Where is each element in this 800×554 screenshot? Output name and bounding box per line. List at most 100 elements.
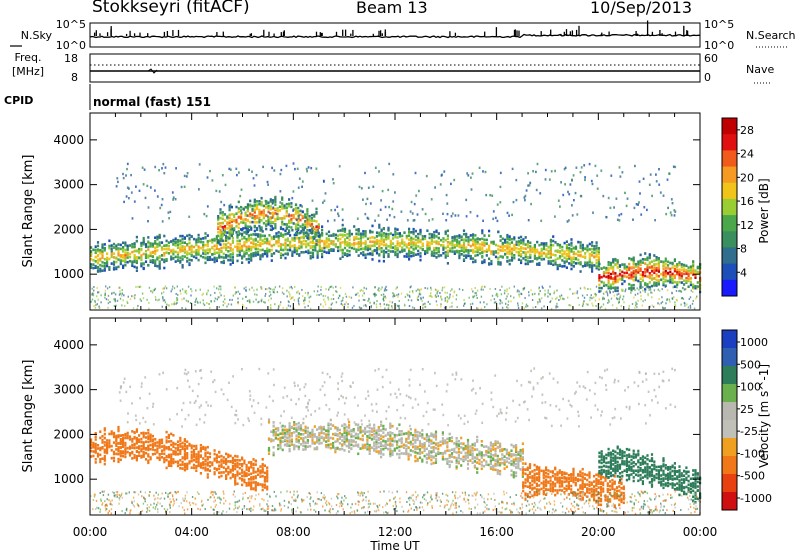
heatmap-cell [442,212,444,215]
heatmap-cell [676,270,679,274]
heatmap-cell [271,216,274,219]
heatmap-cell [387,255,390,258]
heatmap-cell [293,427,296,430]
heatmap-cell [664,274,667,278]
heatmap-cell [272,424,275,428]
heatmap-cell [383,296,385,299]
heatmap-cell [234,454,237,458]
heatmap-cell [122,264,125,268]
heatmap-cell [391,301,394,304]
heatmap-cell [128,252,132,256]
heatmap-cell [607,196,610,200]
heatmap-cell [151,448,154,451]
heatmap-cell [499,302,501,305]
heatmap-cell [261,287,263,290]
heatmap-cell [607,299,610,301]
heatmap-cell [386,218,388,221]
heatmap-cell [598,290,601,293]
heatmap-cell [176,246,180,250]
heatmap-cell [313,290,315,293]
heatmap-cell [112,252,116,255]
heatmap-cell [410,245,413,249]
heatmap-cell [523,287,525,290]
heatmap-cell [437,250,440,253]
heatmap-cell [435,242,438,245]
heatmap-cell [494,255,498,259]
heatmap-cell [556,296,558,299]
heatmap-cell [369,301,371,304]
heatmap-cell [345,431,348,434]
heatmap-cell [433,236,436,239]
heatmap-cell [558,255,562,258]
heatmap-cell [179,445,182,448]
heatmap-cell [329,423,332,426]
heatmap-cell [621,274,624,278]
heatmap-cell [306,208,309,211]
heatmap-cell [524,199,526,202]
heatmap-cell [408,227,411,231]
heatmap-cell [172,458,175,461]
heatmap-cell [167,247,170,251]
heatmap-cell [359,244,363,247]
heatmap-cell [233,227,236,230]
heatmap-cell [135,455,138,458]
heatmap-cell [653,266,656,270]
heatmap-cell [564,183,566,186]
heatmap-cell [520,261,523,265]
heatmap-cell [616,298,619,301]
heatmap-cell [522,288,525,291]
heatmap-cell [644,274,647,278]
heatmap-cell [163,172,166,175]
heatmap-cell [383,299,385,302]
heatmap-cell [410,299,413,302]
heatmap-cell [122,441,125,445]
heatmap-cell [591,270,594,273]
heatmap-cell [261,463,264,466]
heatmap-cell [179,234,182,238]
heatmap-cell [245,290,247,292]
heatmap-cell [220,285,222,288]
heatmap-cell [646,283,649,286]
heatmap-cell [467,254,470,257]
heatmap-cell [115,244,118,247]
heatmap-cell [103,462,106,466]
heatmap-cell [345,425,348,429]
heatmap-cell [192,466,196,470]
heatmap-cell [294,231,298,235]
heatmap-cell [230,230,233,234]
heatmap-cell [168,217,170,220]
heatmap-cell [474,259,477,262]
heatmap-cell [467,251,470,254]
heatmap-cell [281,205,284,208]
heatmap-cell [174,255,177,259]
heatmap-cell [94,450,97,454]
heatmap-cell [286,248,289,252]
heatmap-cell [648,276,651,280]
heatmap-cell [219,228,222,232]
heatmap-cell [295,236,299,240]
heatmap-cell [298,253,301,256]
heatmap-cell [401,234,404,238]
heatmap-cell [140,437,143,441]
heatmap-cell [419,293,422,296]
heatmap-cell [552,263,555,267]
heatmap-cell [334,426,337,429]
heatmap-cell [304,223,307,226]
heatmap-cell [485,248,488,252]
heatmap-cell [433,233,436,237]
heatmap-cell [343,243,347,246]
heatmap-cell [125,195,128,198]
heatmap-cell [334,450,337,454]
heatmap-cell [270,252,273,256]
heatmap-cell [293,250,296,254]
heatmap-cell [151,453,154,456]
heatmap-cell [332,294,334,296]
heatmap-cell [396,246,399,250]
heatmap-cell [481,243,484,246]
heatmap-cell [304,445,307,448]
heatmap-cell [664,263,667,266]
heatmap-cell [221,217,224,221]
heatmap-cell [506,259,509,263]
heatmap-cell [335,285,337,288]
heatmap-cell [318,426,321,429]
